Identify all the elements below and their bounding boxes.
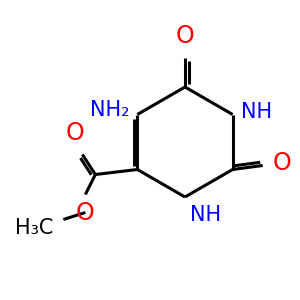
Text: O: O xyxy=(176,24,194,48)
Text: NH: NH xyxy=(190,205,221,225)
Text: O: O xyxy=(273,151,291,175)
Text: O: O xyxy=(66,122,85,146)
Text: NH₂: NH₂ xyxy=(90,100,129,119)
Text: NH: NH xyxy=(241,103,272,122)
Text: O: O xyxy=(76,200,95,224)
Text: H₃C: H₃C xyxy=(15,218,53,239)
